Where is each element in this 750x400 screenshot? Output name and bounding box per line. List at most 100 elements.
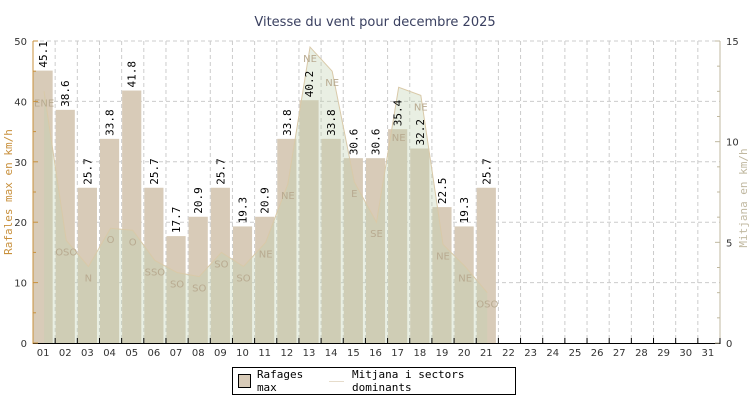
x-tick-label: 31 <box>702 348 715 359</box>
bar-day-04 <box>99 138 120 343</box>
x-tick-label: 25 <box>569 348 582 359</box>
x-tick-label: 16 <box>369 348 382 359</box>
bar-value-label: 25.7 <box>81 158 94 185</box>
x-tick-label: 23 <box>524 348 537 359</box>
legend: Rafages max Mitjana i sectors dominants <box>232 367 516 395</box>
x-tick-label: 29 <box>657 348 670 359</box>
legend-bar-label: Rafages max <box>256 368 304 394</box>
bar-day-02 <box>55 109 75 343</box>
bar-day-06 <box>144 187 164 343</box>
bar-value-label: 25.7 <box>148 158 161 185</box>
y-tick-label: 0 <box>21 339 27 350</box>
bar-value-label: 20.9 <box>259 187 272 214</box>
sector-label: NE <box>259 249 273 260</box>
bar-value-label: 33.8 <box>281 109 294 136</box>
bar-value-label: 22.5 <box>436 178 449 205</box>
x-tick-label: 22 <box>502 348 515 359</box>
x-tick-label: 06 <box>148 348 161 359</box>
bar-day-07 <box>166 236 186 343</box>
bar-value-label: 33.8 <box>325 109 338 136</box>
y-tick-label: 40 <box>14 97 27 108</box>
bar-day-05 <box>122 90 142 343</box>
bar-day-08 <box>188 216 208 343</box>
y-axis-title: Rafales max en km/h <box>2 129 15 255</box>
bar-day-14 <box>321 138 341 343</box>
bar-value-label: 30.6 <box>347 129 360 156</box>
y-tick-label: 10 <box>14 279 27 290</box>
x-tick-label: 20 <box>458 348 471 359</box>
chart-title: Vitesse du vent pour decembre 2025 <box>254 15 496 30</box>
sector-label: SSO <box>145 267 166 278</box>
bar-value-label: 25.7 <box>480 158 493 185</box>
legend-line-swatch <box>329 380 344 382</box>
x-tick-label: 15 <box>347 348 360 359</box>
y-tick-label: 20 <box>14 218 27 229</box>
bar-value-label: 25.7 <box>214 158 227 185</box>
bar-value-label: 20.9 <box>192 187 205 214</box>
bar-value-label: 41.8 <box>126 61 139 88</box>
bar-day-13 <box>299 100 319 343</box>
bar-value-label: 19.3 <box>458 197 471 224</box>
sector-label: NE <box>392 133 406 144</box>
bar-value-label: 19.3 <box>237 197 250 224</box>
y2-axis-title: Mitjana en km/h <box>737 148 750 247</box>
sector-label: SO <box>170 280 184 291</box>
bar-value-label: 40.2 <box>303 71 316 98</box>
bar-day-20 <box>454 226 474 343</box>
y2-tick-label: 5 <box>726 238 732 249</box>
bar-day-12 <box>277 138 297 343</box>
x-tick-label: 08 <box>192 348 205 359</box>
x-tick-label: 19 <box>436 348 449 359</box>
y-tick-label: 50 <box>14 37 27 48</box>
sector-label: NE <box>458 273 472 284</box>
bar-day-21 <box>476 187 496 343</box>
x-tick-label: 09 <box>214 348 227 359</box>
bar-day-17 <box>388 129 408 343</box>
x-tick-label: 17 <box>391 348 404 359</box>
x-tick-label: 18 <box>413 348 426 359</box>
x-tick-label: 04 <box>103 348 116 359</box>
bar-value-label: 33.8 <box>104 109 117 136</box>
y2-tick-label: 10 <box>726 138 739 149</box>
sector-label: OSO <box>476 300 498 311</box>
x-tick-label: 27 <box>613 348 626 359</box>
bar-day-19 <box>432 207 452 343</box>
bar-day-01 <box>33 70 53 343</box>
bar-day-16 <box>365 158 386 343</box>
x-tick-label: 24 <box>546 348 559 359</box>
x-tick-label: 12 <box>280 348 293 359</box>
x-tick-label: 26 <box>591 348 604 359</box>
bar-day-18 <box>410 148 430 343</box>
x-tick-label: 21 <box>480 348 493 359</box>
legend-line-label: Mitjana i sectors dominants <box>351 368 465 394</box>
sector-label: SE <box>370 229 383 240</box>
bar-value-label: 38.6 <box>59 80 72 107</box>
x-tick-label: 07 <box>170 348 183 359</box>
x-tick-label: 30 <box>679 348 692 359</box>
bar-day-15 <box>343 158 363 343</box>
bar-value-label: 35.4 <box>392 99 405 126</box>
x-tick-label: 01 <box>37 348 50 359</box>
x-tick-label: 11 <box>258 348 271 359</box>
bar-day-09 <box>210 187 230 343</box>
sector-label: O <box>107 235 115 246</box>
sector-label: SO <box>214 259 228 270</box>
bar-value-label: 32.2 <box>414 119 427 146</box>
bar-value-label: 30.6 <box>370 129 383 156</box>
x-tick-label: 02 <box>59 348 72 359</box>
x-tick-label: 03 <box>81 348 94 359</box>
sector-label: NE <box>303 54 317 65</box>
x-tick-label: 13 <box>303 348 316 359</box>
sector-label: NE <box>281 191 295 202</box>
bar-value-label: 17.7 <box>170 207 183 234</box>
y2-tick-label: 15 <box>726 37 739 48</box>
sector-label: E <box>351 189 357 200</box>
sector-label: ENE <box>34 98 54 109</box>
y-tick-label: 30 <box>14 158 27 169</box>
sector-label: N <box>85 273 92 284</box>
bar-value-label: 45.1 <box>37 41 50 67</box>
x-tick-label: 10 <box>236 348 249 359</box>
legend-bar-swatch <box>238 374 251 388</box>
